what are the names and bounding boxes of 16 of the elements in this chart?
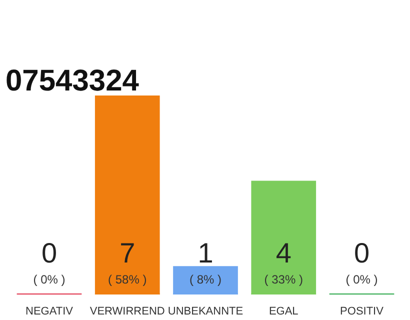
x-tick-label: UNBEKANNTE [168, 306, 244, 318]
x-tick-label: POSITIV [340, 306, 384, 318]
data-label: 7 [120, 238, 136, 269]
annotation: ( 0% ) [346, 272, 378, 287]
data-label: 0 [354, 238, 370, 269]
x-tick-label: VERWIRREND [90, 306, 165, 318]
x-tick-label: EGAL [268, 306, 298, 318]
annotation: ( 33% ) [264, 272, 303, 287]
annotation: ( 58% ) [108, 272, 147, 287]
data-label: 0 [41, 238, 58, 269]
x-tick-label: NEGATIV [26, 306, 74, 318]
annotation: ( 8% ) [190, 272, 222, 287]
data-label: 4 [276, 238, 292, 269]
data-label: 1 [198, 238, 214, 269]
chart-title: 07543324 [6, 64, 140, 98]
annotation: ( 0% ) [33, 272, 66, 287]
